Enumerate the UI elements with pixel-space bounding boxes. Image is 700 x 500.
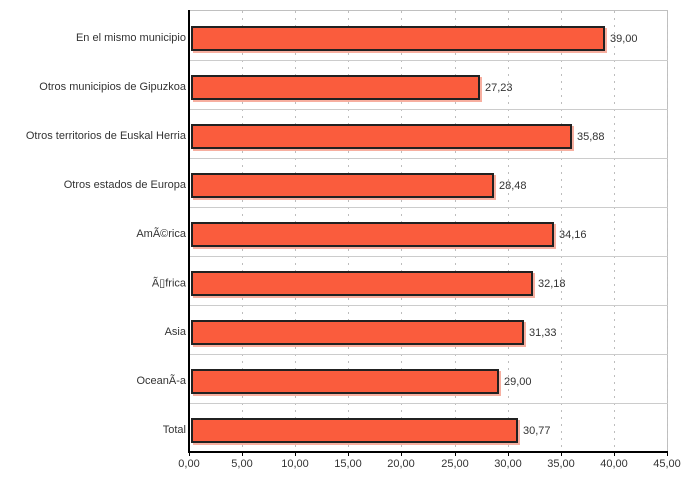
x-tick bbox=[614, 453, 615, 456]
x-tick-label: 20,00 bbox=[387, 458, 415, 470]
x-tick-label: 45,00 bbox=[653, 458, 681, 470]
bar bbox=[191, 418, 518, 443]
bar bbox=[191, 222, 554, 247]
x-tick bbox=[401, 453, 402, 456]
x-tick-label: 35,00 bbox=[547, 458, 575, 470]
x-tick-label: 30,00 bbox=[494, 458, 522, 470]
x-tick bbox=[561, 453, 562, 456]
category-label: Otros estados de Europa bbox=[63, 179, 186, 191]
category-label: Total bbox=[162, 424, 186, 436]
value-label: 30,77 bbox=[523, 425, 551, 437]
value-label: 34,16 bbox=[559, 229, 587, 241]
x-tick bbox=[667, 453, 668, 456]
bar bbox=[191, 173, 494, 198]
x-tick bbox=[348, 453, 349, 456]
bar bbox=[191, 75, 480, 100]
category-label: AmÃ©rica bbox=[136, 228, 186, 240]
horizontal-gridline bbox=[190, 60, 668, 61]
value-label: 35,88 bbox=[577, 131, 605, 143]
value-label: 31,33 bbox=[529, 327, 557, 339]
value-label: 27,23 bbox=[485, 82, 513, 94]
horizontal-gridline bbox=[190, 403, 668, 404]
value-label: 29,00 bbox=[504, 376, 532, 388]
vertical-gridline bbox=[613, 11, 615, 452]
value-label: 28,48 bbox=[499, 180, 527, 192]
plot-area: 39,00 27,23 35,88 28,48 34,16 32,18 31,33 29,00… bbox=[190, 10, 668, 452]
bar bbox=[191, 271, 533, 296]
x-tick-label: 10,00 bbox=[281, 458, 309, 470]
category-label: Otros municipios de Gipuzkoa bbox=[39, 81, 186, 93]
horizontal-gridline bbox=[190, 354, 668, 355]
horizontal-gridline bbox=[190, 158, 668, 159]
x-tick-label: 25,00 bbox=[441, 458, 469, 470]
x-tick bbox=[508, 453, 509, 456]
value-label: 32,18 bbox=[538, 278, 566, 290]
value-label: 39,00 bbox=[610, 33, 638, 45]
bar bbox=[191, 124, 572, 149]
bar bbox=[191, 26, 605, 51]
horizontal-gridline bbox=[190, 207, 668, 208]
x-tick-label: 5,00 bbox=[231, 458, 253, 470]
category-label: OceanÃ-a bbox=[136, 375, 186, 387]
category-label: Ã▯frica bbox=[151, 277, 186, 290]
x-tick bbox=[295, 453, 296, 456]
x-tick-label: 0,00 bbox=[178, 458, 200, 470]
category-label: En el mismo municipio bbox=[75, 32, 186, 44]
x-tick-label: 40,00 bbox=[600, 458, 628, 470]
vertical-gridline bbox=[667, 11, 668, 452]
x-tick bbox=[455, 453, 456, 456]
horizontal-gridline bbox=[190, 256, 668, 257]
x-tick bbox=[189, 453, 190, 456]
vertical-gridline bbox=[560, 11, 562, 452]
category-label: Asia bbox=[164, 326, 186, 338]
x-tick-label: 15,00 bbox=[334, 458, 362, 470]
horizontal-gridline bbox=[190, 305, 668, 306]
value-axis-line bbox=[188, 451, 668, 453]
bar bbox=[191, 320, 524, 345]
x-tick bbox=[242, 453, 243, 456]
bar bbox=[191, 369, 499, 394]
horizontal-gridline bbox=[190, 109, 668, 110]
category-label: Otros territorios de Euskal Herria bbox=[25, 130, 186, 142]
